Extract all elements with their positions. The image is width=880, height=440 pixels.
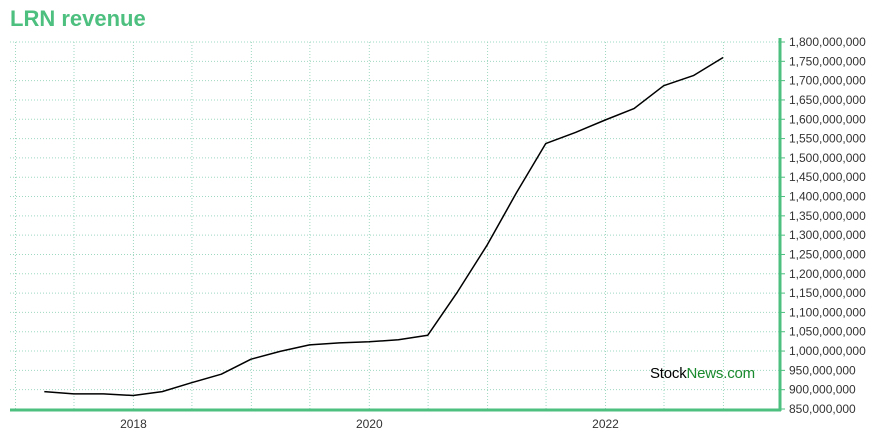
y-tick-label: 1,250,000,000 [789, 247, 866, 261]
y-tick-label: 850,000,000 [789, 402, 856, 416]
y-tick-label: 1,800,000,000 [789, 35, 866, 49]
series-layer [44, 56, 724, 397]
y-tick-label: 1,650,000,000 [789, 93, 866, 107]
x-tick-label: 2022 [592, 417, 619, 431]
y-tick-label: 1,550,000,000 [789, 132, 866, 146]
x-tick-label: 2020 [356, 417, 383, 431]
y-tick-label: 1,350,000,000 [789, 209, 866, 223]
gridlines [10, 41, 780, 410]
y-tick-label: 1,400,000,000 [789, 190, 866, 204]
watermark-part-2: News.com [686, 365, 756, 382]
y-tick-label: 1,450,000,000 [789, 170, 866, 184]
tick-labels: 850,000,000 900,000,000 950,000,000 1,000,0… [120, 35, 866, 431]
y-tick-label: 1,600,000,000 [789, 112, 866, 126]
y-tick-label: 900,000,000 [789, 383, 856, 397]
watermark-part-1: Stock [650, 365, 687, 382]
series-line [44, 56, 724, 397]
y-tick-label: 1,100,000,000 [789, 305, 866, 319]
x-tick-label: 2018 [120, 417, 147, 431]
y-tick-label: 1,300,000,000 [789, 228, 866, 242]
axes [10, 38, 785, 412]
y-tick-label: 950,000,000 [789, 363, 856, 377]
y-tick-label: 1,150,000,000 [789, 286, 866, 300]
y-tick-label: 1,700,000,000 [789, 74, 866, 88]
watermark-logo: StockNews.com [650, 365, 755, 382]
y-tick-label: 1,200,000,000 [789, 267, 866, 281]
chart-title: LRN revenue [10, 6, 146, 31]
y-tick-label: 1,050,000,000 [789, 325, 866, 339]
y-tick-label: 1,750,000,000 [789, 54, 866, 68]
y-tick-label: 1,000,000,000 [789, 344, 866, 358]
y-tick-label: 1,500,000,000 [789, 151, 866, 165]
